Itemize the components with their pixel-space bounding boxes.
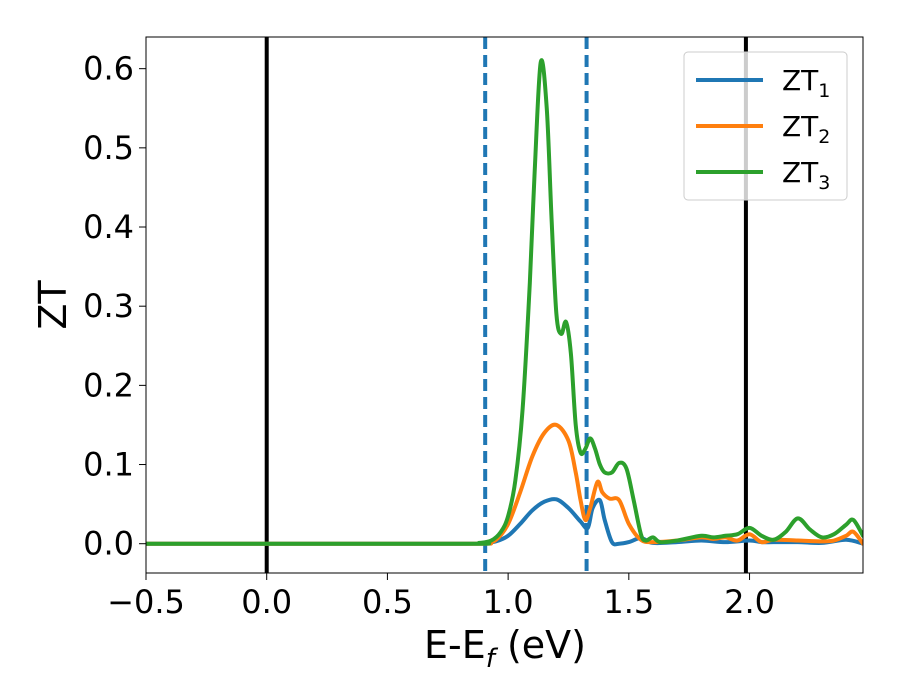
y-tick-label: 0.3: [83, 287, 134, 325]
x-axis: −0.5 0.0 0.5 1.0 1.5 2.0: [107, 573, 775, 621]
x-tick-label: 0.0: [241, 583, 292, 621]
y-tick-label: 0.2: [83, 366, 134, 404]
x-tick-label: 1.0: [483, 583, 534, 621]
plot-frame: [145, 36, 864, 574]
series-line-zt3: [146, 58, 863, 546]
x-tick-label: 2.0: [724, 583, 775, 621]
legend-label-zt1: ZT1: [782, 64, 830, 102]
y-tick-label: 0.4: [83, 208, 134, 246]
y-axis: 0.0 0.1 0.2 0.3 0.4 0.5 0.6: [83, 50, 146, 563]
y-tick-label: 0.6: [83, 50, 134, 88]
legend-label-zt2: ZT2: [782, 110, 830, 148]
legend-label-zt3: ZT3: [782, 156, 830, 194]
x-axis-label: E-Ef (eV): [424, 623, 586, 674]
x-tick-label: −0.5: [107, 583, 185, 621]
y-tick-label: 0.1: [83, 446, 134, 484]
y-tick-label: 0.5: [83, 129, 134, 167]
y-axis-label: ZT: [31, 280, 75, 330]
x-tick-label: 0.5: [362, 583, 413, 621]
legend: ZT1 ZT2 ZT3: [683, 51, 848, 201]
x-tick-label: 1.5: [603, 583, 654, 621]
legend-frame: [683, 51, 848, 201]
y-tick-label: 0.0: [83, 525, 134, 563]
